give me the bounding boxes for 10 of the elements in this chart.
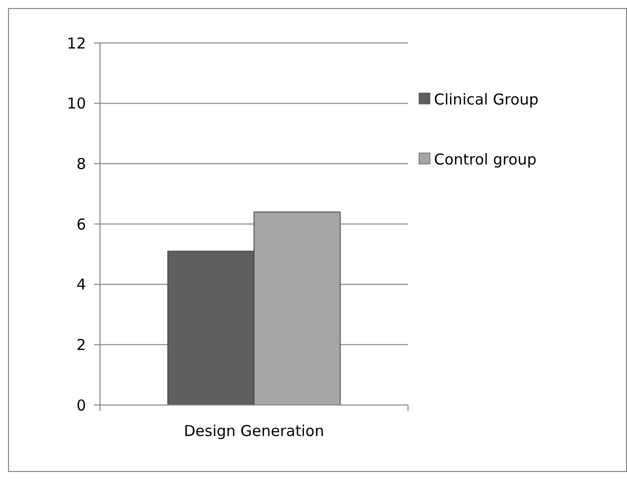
- x-tick-label: Design Generation: [184, 422, 324, 440]
- y-tick-label: 2: [76, 336, 86, 354]
- y-tick-label: 0: [76, 396, 86, 414]
- legend-label: Control group: [434, 150, 537, 168]
- y-tick-label: 12: [66, 34, 86, 52]
- y-tick-label: 8: [76, 154, 86, 173]
- y-tick-label: 6: [76, 215, 86, 234]
- y-tick-label: 10: [66, 94, 86, 113]
- y-tick-label: 4: [76, 276, 86, 294]
- legend-label: Clinical Group: [434, 90, 539, 108]
